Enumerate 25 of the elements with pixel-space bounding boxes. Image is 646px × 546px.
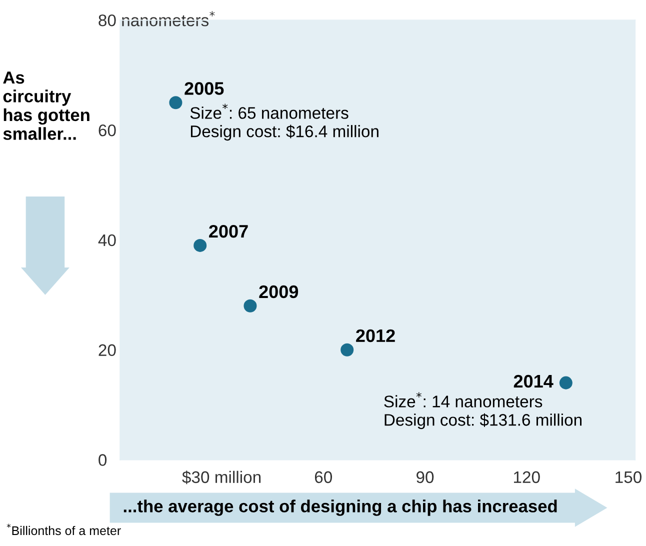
text: $^{*}$Billionths of a meter <box>6 524 121 536</box>
y-axis-title: As circuitry has gotten smaller... <box>3 72 90 140</box>
y-tick-label: 0 <box>98 454 107 466</box>
y-tick-label: 80 nanometers$^{*}$ <box>98 11 215 26</box>
x-tick-label: $30 million <box>182 470 261 484</box>
annotation: 2009 <box>259 285 298 298</box>
y-tick-label: 40 <box>98 234 116 246</box>
point <box>559 376 572 390</box>
x-axis-title: ...the average cost of designing a chip has increased <box>124 500 557 516</box>
point <box>194 238 207 252</box>
annotation: Size$^{*}$: 14 nanometers Design cost: $131.6 million <box>384 392 582 430</box>
annotation: 2007 <box>209 224 248 238</box>
annotation: 2012 <box>356 329 395 342</box>
annotation: 2014 <box>514 374 554 388</box>
annotation: 2005 <box>184 82 224 95</box>
x-tick-label: 90 <box>416 471 434 484</box>
annotation: Size$^{*}$: 65 nanometers Design cost: $16.4 million <box>190 104 378 141</box>
x-tick-label: 60 <box>314 471 332 484</box>
y-tick-label: 60 <box>98 124 116 136</box>
point <box>340 343 354 356</box>
x-tick-label: 150 <box>616 471 642 484</box>
point <box>169 96 182 110</box>
y-tick-label: 20 <box>98 344 116 356</box>
x-tick-label: 120 <box>514 471 540 484</box>
point <box>244 299 257 312</box>
